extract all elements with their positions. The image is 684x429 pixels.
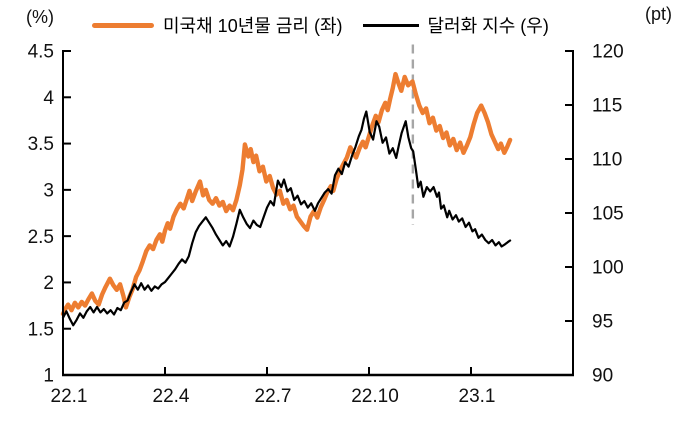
y-right-tick-label: 120: [592, 42, 624, 63]
y-right-tick-label: 105: [592, 204, 624, 225]
x-tick-label: 22.10: [351, 386, 399, 407]
x-tick-label: 22.7: [255, 386, 292, 407]
y-left-tick-label: 3: [43, 181, 54, 202]
y-left-tick-label: 2: [43, 273, 54, 294]
chart-legend: 미국채 10년물 금리 (좌) 달러화 지수 (우): [92, 12, 549, 38]
y-left-tick-label: 3.5: [28, 134, 54, 155]
y-left-tick-label: 1.5: [28, 319, 54, 340]
left-axis-unit-label: (%): [26, 7, 54, 27]
right-axis-unit-label: (pt): [645, 4, 672, 24]
y-left-tick-label: 1: [43, 366, 54, 387]
dollar-index-line: [61, 110, 512, 327]
legend-label-dollar-index: 달러화 지수 (우): [427, 16, 549, 36]
us10y-line-swatch: [92, 22, 154, 28]
x-tick-label: 22.1: [51, 386, 88, 407]
x-tick-label: 23.1: [459, 386, 496, 407]
us10y-line: [60, 71, 513, 317]
legend-label-us10y: 미국채 10년물 금리 (좌): [163, 16, 343, 36]
y-left-tick-label: 4.5: [28, 42, 54, 63]
y-left-tick-label: 2.5: [28, 227, 54, 248]
y-right-tick-label: 115: [592, 96, 622, 117]
y-right-tick-label: 100: [592, 258, 624, 279]
dollar-index-line-swatch: [362, 23, 419, 27]
x-tick-label: 22.4: [153, 386, 190, 407]
legend-item-us10y: 미국채 10년물 금리 (좌): [92, 12, 343, 38]
y-right-tick-label: 90: [592, 366, 613, 387]
y-left-tick-label: 4: [43, 88, 54, 109]
y-right-tick-label: 110: [592, 150, 622, 171]
y-right-tick-label: 95: [592, 312, 613, 333]
legend-item-dollar-index: 달러화 지수 (우): [362, 12, 549, 38]
